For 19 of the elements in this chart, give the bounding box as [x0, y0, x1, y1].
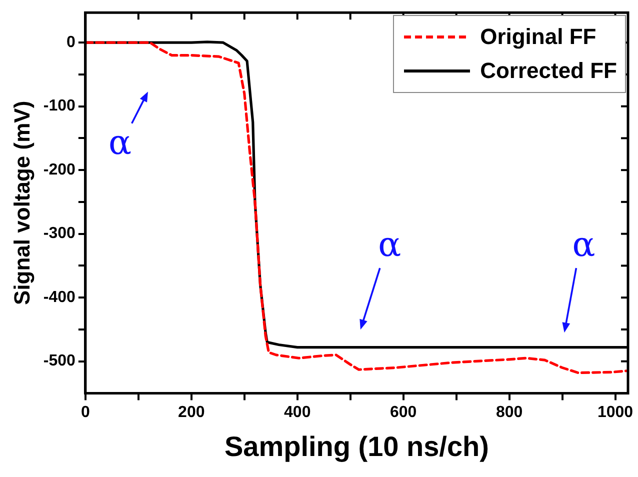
legend-label: Corrected FF — [480, 58, 617, 84]
y-tick-label: -400 — [43, 288, 76, 306]
y-tick-label: 0 — [66, 34, 76, 51]
y-axis-title: Signal voltage (mV) — [9, 100, 34, 305]
annotation: α — [108, 122, 132, 163]
y-tick-label: -200 — [43, 161, 76, 178]
x-axis-title: Sampling (10 ns/ch) — [224, 430, 489, 462]
x-tick-label: 800 — [496, 404, 523, 422]
x-tick-label: 1000 — [597, 404, 634, 422]
y-tick-label: -300 — [43, 225, 76, 242]
x-tick-label: 200 — [178, 404, 205, 422]
x-tick-label: 400 — [284, 404, 311, 422]
legend-label: Original FF — [480, 24, 596, 50]
y-tick-label: -100 — [43, 98, 76, 115]
annotation: α — [378, 225, 402, 266]
annotation: α — [572, 225, 596, 266]
y-tick-label: -500 — [43, 352, 76, 370]
x-tick-label: 0 — [80, 404, 90, 422]
x-tick-label: 600 — [390, 404, 417, 422]
